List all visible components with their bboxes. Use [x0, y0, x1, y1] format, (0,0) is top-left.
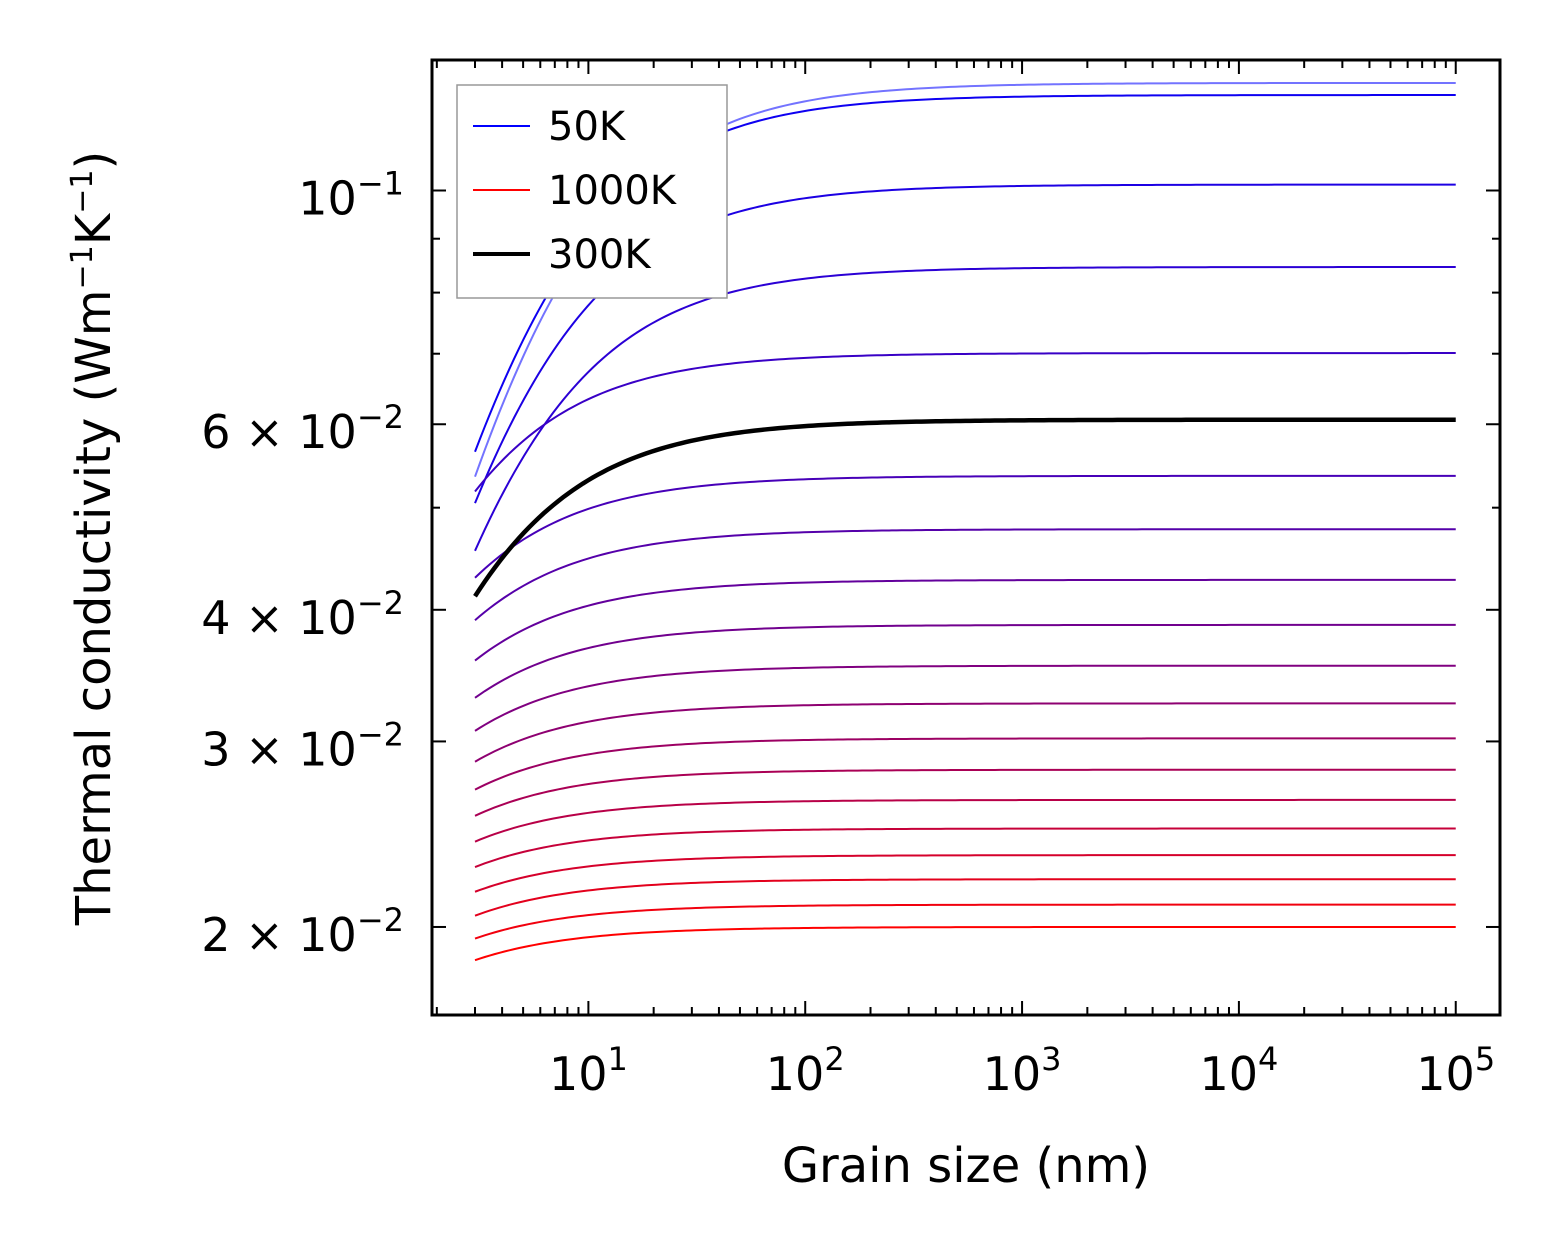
x-axis-label: Grain size (nm) — [782, 1138, 1150, 1194]
legend-label-300k: 300K — [548, 232, 652, 278]
y-axis-label-unit-tail: K — [66, 212, 122, 245]
legend: 50K 1000K 300K — [457, 85, 727, 298]
y-tick-label: 6 × 10−2 — [201, 398, 404, 459]
x-tick-label: 104 — [1199, 1040, 1278, 1101]
series-line-900k — [475, 879, 1456, 915]
y-axis-label-exp-2: −1 — [65, 170, 100, 214]
chart: 101 102 103 104 105 10−1 6 × 10−2 4 × 10−2 3 × … — [0, 0, 1562, 1254]
series-line-650k — [475, 738, 1456, 789]
y-axis-label-exp-1: −1 — [65, 245, 100, 289]
series-line-450k — [475, 580, 1456, 661]
series-line-750k — [475, 800, 1456, 842]
x-tick-labels: 101 102 103 104 105 — [549, 1040, 1495, 1101]
y-axis-label-close: ) — [66, 151, 122, 170]
legend-label-1000k: 1000K — [548, 168, 678, 214]
series-line-500k — [475, 625, 1456, 698]
legend-label-50k: 50K — [548, 104, 627, 150]
y-tick-label: 3 × 10−2 — [201, 715, 404, 776]
series-line-600k — [475, 703, 1456, 761]
x-tick-label: 101 — [549, 1040, 628, 1101]
x-tick-label: 102 — [766, 1040, 845, 1101]
series-line-1000k — [475, 927, 1456, 960]
y-tick-label: 4 × 10−2 — [201, 584, 404, 645]
y-tick-label: 2 × 10−2 — [201, 901, 404, 962]
series-line-550k — [475, 666, 1456, 731]
series-line-350k — [475, 476, 1456, 578]
series-line-400k — [475, 529, 1456, 620]
y-tick-label: 10−1 — [298, 164, 404, 225]
series-line-200k — [475, 267, 1456, 551]
y-axis-label: Thermal conductivity (Wm−1K−1) — [65, 151, 122, 926]
x-tick-label: 103 — [983, 1040, 1062, 1101]
series-line-300k — [475, 420, 1456, 597]
y-axis-label-main: Thermal conductivity (Wm — [66, 289, 122, 926]
series-line-800k — [475, 829, 1456, 867]
x-tick-label: 105 — [1416, 1040, 1495, 1101]
y-tick-labels: 10−1 6 × 10−2 4 × 10−2 3 × 10−2 2 × 10−2 — [201, 164, 404, 961]
